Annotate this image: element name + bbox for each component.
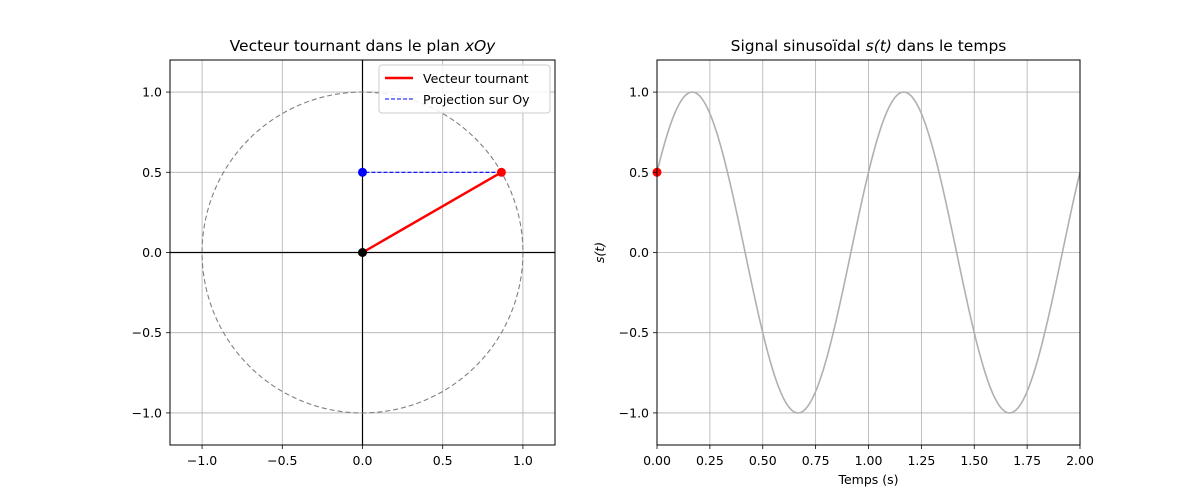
x-tick-label: 1.50 [960,453,988,468]
x-tick-label: 1.25 [907,453,935,468]
x-tick-label: 0.50 [749,453,777,468]
signal-plot-x-axis-label: Temps (s) [837,472,898,487]
x-tick-label: 1.00 [855,453,883,468]
y-tick-label: −1.0 [132,405,162,420]
vector-plot-title-text: Vecteur tournant dans le plan [230,37,465,55]
vector-plot-legend: Vecteur tournant Projection sur Oy [378,64,551,114]
x-tick-label: 1.0 [513,453,533,468]
signal-plot-title: Signal sinusoïdal s(t) dans le temps [731,37,1007,55]
vector-plot: −1.0 −0.5 0.0 0.5 1.0 −1.0 −0.5 0.0 0.5 1.0 Vect… [132,37,556,468]
signal-curve [656,91,1081,414]
x-tick-label: 0.25 [696,453,724,468]
rotating-vector-line [361,171,503,254]
signal-plot-grid [656,60,1081,445]
vector-plot-y-ticks: −1.0 −0.5 0.0 0.5 1.0 [132,85,170,420]
legend-label-vector: Vecteur tournant [423,71,529,86]
x-tick-label: 2.00 [1066,453,1094,468]
vector-tip-point [496,167,506,177]
y-tick-label: −0.5 [132,325,162,340]
signal-plot-y-ticks: −1.0 −0.5 0.0 0.5 1.0 [619,85,657,420]
y-tick-label: 1.0 [629,85,649,100]
signal-plot-title-text: Signal sinusoïdal [731,37,866,55]
vector-plot-title-math: xOy [464,37,496,55]
vector-plot-title: Vecteur tournant dans le plan xOy [230,37,497,55]
x-tick-label: 1.75 [1013,453,1041,468]
x-tick-label: 0.75 [802,453,830,468]
x-tick-label: 0.5 [433,453,453,468]
y-tick-label: −0.5 [619,325,649,340]
x-tick-label: 0.00 [643,453,671,468]
y-tick-label: 1.0 [142,85,162,100]
origin-point [358,248,367,257]
x-tick-label: 0.0 [353,453,373,468]
signal-plot-y-axis-label: s(t) [592,242,607,263]
y-tick-label: 0.0 [629,245,649,260]
y-tick-label: 0.5 [629,165,649,180]
y-tick-label: 0.0 [142,245,162,260]
y-tick-label: −1.0 [619,405,649,420]
vector-plot-x-ticks: −1.0 −0.5 0.0 0.5 1.0 [187,445,533,468]
unit-circle [201,91,524,414]
projection-point [358,167,367,177]
signal-plot-title-suffix: dans le temps [892,37,1007,55]
signal-plot: 0.00 0.25 0.50 0.75 1.00 1.25 1.50 1.75 2.00 −1.… [592,37,1094,487]
x-tick-label: −0.5 [267,453,297,468]
y-tick-label: 0.5 [142,165,162,180]
signal-plot-x-ticks: 0.00 0.25 0.50 0.75 1.00 1.25 1.50 1.75 2.00 [643,445,1094,468]
legend-box [378,64,551,114]
vector-plot-marks [201,91,524,414]
legend-label-projection: Projection sur Oy [423,92,530,107]
signal-plot-title-math: s(t) [866,37,892,55]
x-tick-label: −1.0 [187,453,217,468]
